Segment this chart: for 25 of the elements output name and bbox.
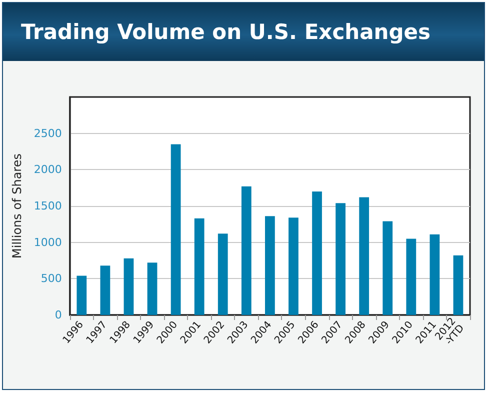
bar (265, 216, 275, 315)
y-axis-title: Millions of Shares (10, 154, 24, 258)
y-tick-label: 2500 (34, 126, 62, 140)
y-tick-label: 1500 (34, 200, 62, 212)
bar (382, 221, 393, 315)
bar (430, 234, 440, 315)
bar (453, 255, 464, 315)
bar (241, 186, 252, 315)
y-tick-label: 1000 (34, 236, 62, 249)
bar (170, 144, 181, 315)
bar (76, 276, 87, 315)
y-tick-label: 0 (54, 308, 62, 322)
bar (218, 234, 228, 315)
bar (100, 266, 110, 315)
bar (336, 203, 346, 315)
bar (194, 218, 204, 315)
y-tick-label: 2000 (34, 163, 62, 176)
chart-title: Trading Volume on U.S. Exchanges (3, 3, 484, 61)
bar (124, 258, 134, 315)
bar (288, 218, 298, 315)
bar (147, 262, 158, 315)
y-tick-label: 500 (40, 272, 62, 286)
bar (406, 238, 416, 315)
bar (312, 191, 322, 315)
bar (359, 197, 370, 315)
